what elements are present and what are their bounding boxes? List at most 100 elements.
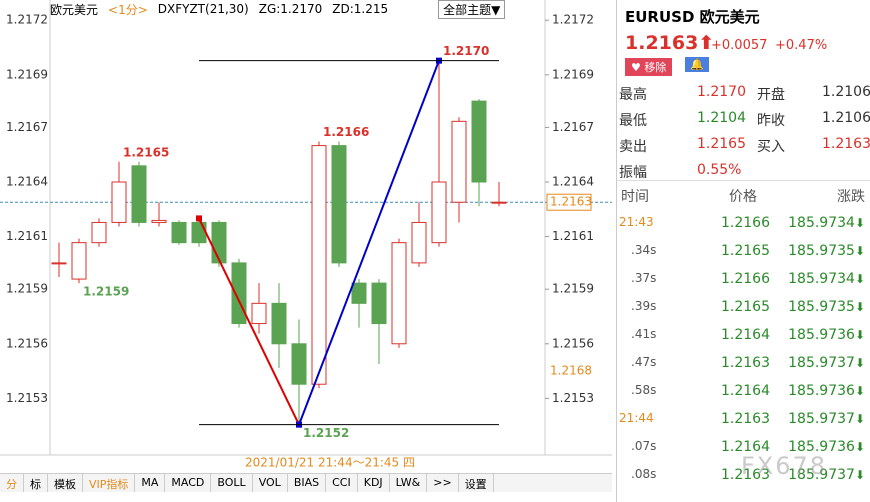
candle-body [271, 302, 287, 345]
trade-change: 185.9736 [788, 327, 865, 343]
toolbar: 欧元美元 <1分> DXFYZT(21,30) ZG:1.2170 ZD:1.2… [0, 0, 612, 19]
y-tick-label: 1.2161 [552, 229, 594, 243]
y-tick-label: 1.2167 [552, 120, 594, 134]
tab[interactable]: 设置 [459, 474, 494, 492]
candle-body [191, 221, 207, 244]
tab[interactable]: 模板 [48, 474, 83, 492]
tab[interactable]: 标 [24, 474, 48, 492]
trade-change: 185.9737 [788, 467, 865, 483]
code: EURUSD [625, 8, 695, 26]
trade-price: 1.2164 [721, 327, 770, 343]
y-tick-label: 1.2159 [552, 282, 594, 296]
annotation: 1.2166 [323, 125, 369, 139]
trade-price: 1.2164 [721, 383, 770, 399]
last-price-box [546, 193, 592, 211]
last-price-label: 1.2163 [550, 195, 592, 209]
tab[interactable]: LW& [390, 474, 428, 492]
stat-value: 1.2163 [822, 136, 870, 152]
tab-bar: 分标模板 VIP指标 MA MACD BOLL VOL BIAS CCI KDJ LW& >> 设置 [0, 473, 612, 492]
candle-body [491, 201, 507, 204]
column-header: 价格 [729, 189, 757, 205]
candle-body [431, 181, 447, 244]
zg: ZG:1.2170 [258, 2, 323, 16]
tab[interactable]: KDJ [358, 474, 390, 492]
theme-select[interactable]: 全部主题▼ [438, 0, 506, 19]
remove-text: 移除 [644, 61, 667, 74]
stat-value: 1.2106 [822, 110, 870, 126]
period[interactable]: <1分> [108, 2, 148, 17]
y-tick-label: 1.2159 [6, 282, 48, 296]
tab[interactable]: MACD [165, 474, 212, 492]
trade-change: 185.9737 [788, 355, 865, 371]
stat-label: 振幅 [619, 165, 647, 181]
trade-time: .37s [631, 271, 657, 285]
stat-value: 0.55% [697, 162, 742, 178]
trade-price: 1.2166 [721, 271, 770, 287]
candle-body [251, 302, 267, 325]
stat-value: 1.2170 [697, 84, 746, 100]
y-tick-label: 1.2169 [552, 67, 594, 81]
y-tick-label: 1.2153 [552, 391, 594, 405]
period-tab[interactable]: 分 [0, 474, 24, 492]
trade-time: .41s [631, 327, 657, 341]
remove-button[interactable]: ♥ 移除 [625, 58, 673, 76]
annotation: 1.2170 [443, 44, 489, 58]
candle-body [351, 282, 367, 304]
tab[interactable]: >> [427, 474, 459, 492]
trade-time: 21:44 [619, 411, 654, 425]
candle-body [411, 221, 427, 264]
candle-body [291, 343, 307, 385]
candle-body [51, 262, 67, 265]
annotation: 1.2159 [83, 285, 129, 299]
candle-body [311, 145, 327, 385]
trade-time: .39s [631, 299, 657, 313]
tab[interactable]: BOLL [211, 474, 253, 492]
indicator: DXFYZT(21,30) [157, 2, 249, 16]
y-tick-label: 1.2153 [6, 391, 48, 405]
tab[interactable]: MA [135, 474, 166, 492]
watermark: FX678 [741, 452, 828, 480]
quote-panel: EURUSD 欧元美元 1.2163⬆ +0.0057 +0.47% ♥ 移除 … [616, 0, 870, 502]
tab[interactable]: BIAS [288, 474, 327, 492]
candle-body [171, 221, 187, 244]
trade-change: 185.9734 [788, 215, 865, 231]
trade-price: 1.2163 [721, 355, 770, 371]
y-tick-label: 1.2172 [552, 13, 594, 27]
trade-change: 185.9735 [788, 299, 865, 315]
trade-price: 1.2165 [721, 299, 770, 315]
tab[interactable]: VIP指标 [83, 474, 136, 492]
y-tick-label: 1.2156 [552, 336, 594, 350]
price: 1.2163⬆ [625, 32, 715, 54]
candle-body [111, 181, 127, 223]
change: +0.0057 [711, 38, 768, 53]
candle-body [151, 219, 167, 223]
stat-label: 买入 [757, 139, 785, 155]
trade-price: 1.2163 [721, 411, 770, 427]
trade-time: 21:43 [619, 215, 654, 229]
candle-body [331, 145, 347, 264]
column-header: 涨跌 [837, 189, 865, 205]
date-label: 2021/01/21 21:44～21:45 四 [245, 456, 415, 470]
candle-body [371, 282, 387, 325]
alert-button[interactable]: 🔔 [685, 57, 709, 72]
tab[interactable]: CCI [326, 474, 358, 492]
annotation: 1.2152 [303, 426, 349, 440]
tab[interactable]: VOL [253, 474, 288, 492]
stat-value: 1.2104 [697, 110, 746, 126]
y-tick-label: 1.2164 [6, 175, 48, 189]
side-label: 1.2168 [550, 364, 592, 378]
y-tick-label: 1.2164 [552, 175, 594, 189]
divider [617, 180, 870, 181]
candle-body [231, 262, 247, 325]
trade-price: 1.2164 [721, 439, 770, 455]
symbol: EURUSD 欧元美元 [625, 6, 760, 27]
trade-time: .08s [631, 467, 657, 481]
name: 欧元美元 [699, 8, 760, 26]
zd: ZD:1.215 [332, 2, 389, 16]
stat-label: 开盘 [757, 87, 785, 103]
candle-body [211, 221, 227, 264]
candle-body [131, 165, 147, 223]
zigzag [298, 60, 440, 426]
candle-body [471, 100, 487, 183]
trade-change: 185.9737 [788, 411, 865, 427]
